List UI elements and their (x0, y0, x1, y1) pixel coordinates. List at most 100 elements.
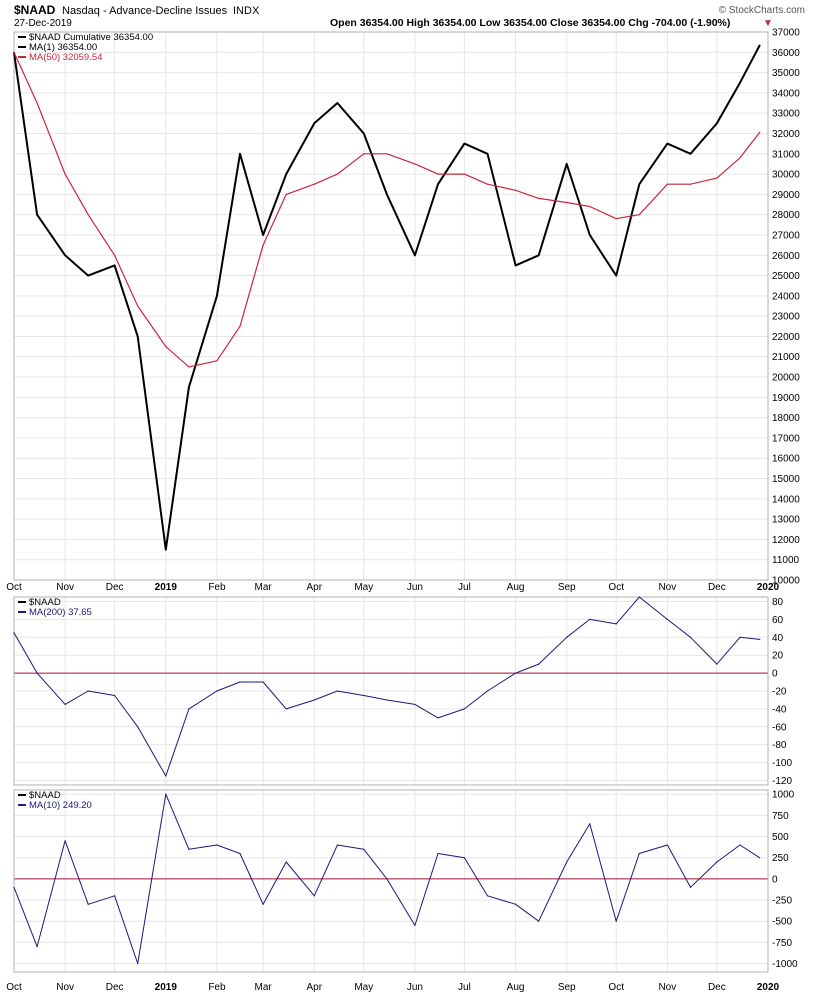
y-tick-label: 30000 (772, 170, 800, 181)
data-point (216, 295, 218, 297)
legend-label: MA(1) 36354.00 (29, 42, 97, 53)
data-point (638, 183, 640, 185)
exchange-label: INDX (233, 5, 260, 17)
data-point (36, 946, 38, 948)
y-tick-label: -1000 (772, 959, 798, 970)
ohlc-label: Open 36354.00 High 36354.00 Low 36354.00… (330, 17, 730, 29)
description-label: Nasdaq - Advance-Decline Issues (62, 5, 228, 17)
x-tick-label: 2020 (757, 982, 780, 993)
data-point (638, 214, 640, 216)
x-tick-label: Aug (507, 982, 525, 993)
data-point (239, 325, 241, 327)
data-point (463, 708, 466, 710)
data-point (336, 844, 338, 846)
data-point (486, 895, 489, 897)
data-point (36, 102, 38, 104)
series-line (13, 52, 761, 368)
data-point (114, 895, 116, 897)
y-tick-label: 500 (772, 832, 789, 843)
date-label: 27-Dec-2019 (14, 18, 72, 29)
x-tick-label: Oct (6, 982, 22, 993)
panel-frame (13, 596, 769, 786)
x-tick-label: Dec (106, 582, 124, 593)
ma10-panel: -1000 -750 -500 -250 0 250 500 750 1000 Oct Nov Dec… (6, 789, 798, 993)
data-point (689, 183, 692, 185)
data-point (285, 861, 287, 863)
x-tick-label: Oct (608, 582, 624, 593)
data-point (414, 703, 416, 706)
data-point (13, 632, 15, 634)
x-tick-label: Apr (306, 582, 322, 593)
y-tick-label: 13000 (772, 515, 800, 526)
data-point (114, 694, 116, 697)
data-point (716, 177, 718, 179)
x-tick-label: Dec (106, 982, 124, 993)
x-tick-label: Nov (658, 982, 676, 993)
data-point (716, 861, 718, 863)
data-point (239, 153, 241, 155)
y-tick-label: -60 (772, 722, 787, 733)
x-tick-label: Jul (458, 582, 471, 593)
y-tick-label: 35000 (772, 68, 800, 79)
y-tick-label: 14000 (772, 494, 800, 505)
y-tick-label: 0 (772, 669, 778, 680)
y-tick-label: 37000 (772, 28, 800, 39)
x-tick-label: Nov (56, 582, 74, 593)
legend-label: $NAAD Cumulative 36354.00 (29, 32, 153, 43)
data-point (759, 131, 761, 133)
data-point (363, 132, 365, 135)
data-point (336, 173, 338, 175)
data-point (739, 82, 741, 84)
x-tick-label: Aug (507, 582, 525, 593)
y-tick-label: -500 (772, 917, 792, 928)
x-tick-label: Feb (208, 982, 226, 993)
data-point (437, 852, 439, 855)
legend-label: MA(200) 37.65 (29, 607, 92, 618)
y-tick-label: 60 (772, 615, 784, 626)
y-tick-label: -100 (772, 758, 792, 769)
data-point (463, 857, 466, 859)
y-tick-label: 80 (772, 597, 784, 608)
y-tick-label: 36000 (772, 48, 800, 59)
data-point (638, 852, 640, 855)
data-point (538, 920, 540, 922)
data-point (87, 214, 89, 216)
y-tick-label: 25000 (772, 271, 800, 282)
legend-label: $NAAD (29, 597, 61, 608)
data-point (716, 122, 718, 124)
data-point (363, 694, 365, 697)
x-tick-label: 2020 (757, 582, 780, 593)
data-point (514, 189, 517, 191)
data-point (64, 703, 66, 706)
data-point (313, 895, 315, 897)
data-point (615, 218, 617, 220)
data-point (638, 596, 640, 598)
data-point (666, 183, 668, 185)
data-point (689, 886, 692, 888)
data-point (188, 848, 190, 850)
x-tick-label: Feb (208, 582, 226, 593)
data-point (666, 143, 668, 145)
data-point (463, 173, 466, 175)
x-tick-label: Nov (56, 982, 74, 993)
data-point (666, 618, 668, 620)
data-point (666, 844, 668, 846)
y-tick-label: 18000 (772, 413, 800, 424)
x-tick-label: 2019 (155, 582, 178, 593)
data-point (486, 153, 489, 155)
y-tick-label: 22000 (772, 332, 800, 343)
y-tick-label: -80 (772, 740, 787, 751)
x-tick-label: Oct (608, 982, 624, 993)
y-tick-label: 10000 (772, 576, 800, 587)
symbol-label: $NAAD (14, 3, 56, 17)
data-point (262, 244, 264, 246)
y-tick-label: -750 (772, 938, 792, 949)
data-point (538, 663, 540, 665)
y-tick-label: 750 (772, 811, 789, 822)
data-point (188, 386, 190, 388)
data-point (386, 878, 388, 880)
x-tick-label: May (354, 982, 373, 993)
data-point (64, 254, 66, 256)
data-point (414, 254, 416, 256)
